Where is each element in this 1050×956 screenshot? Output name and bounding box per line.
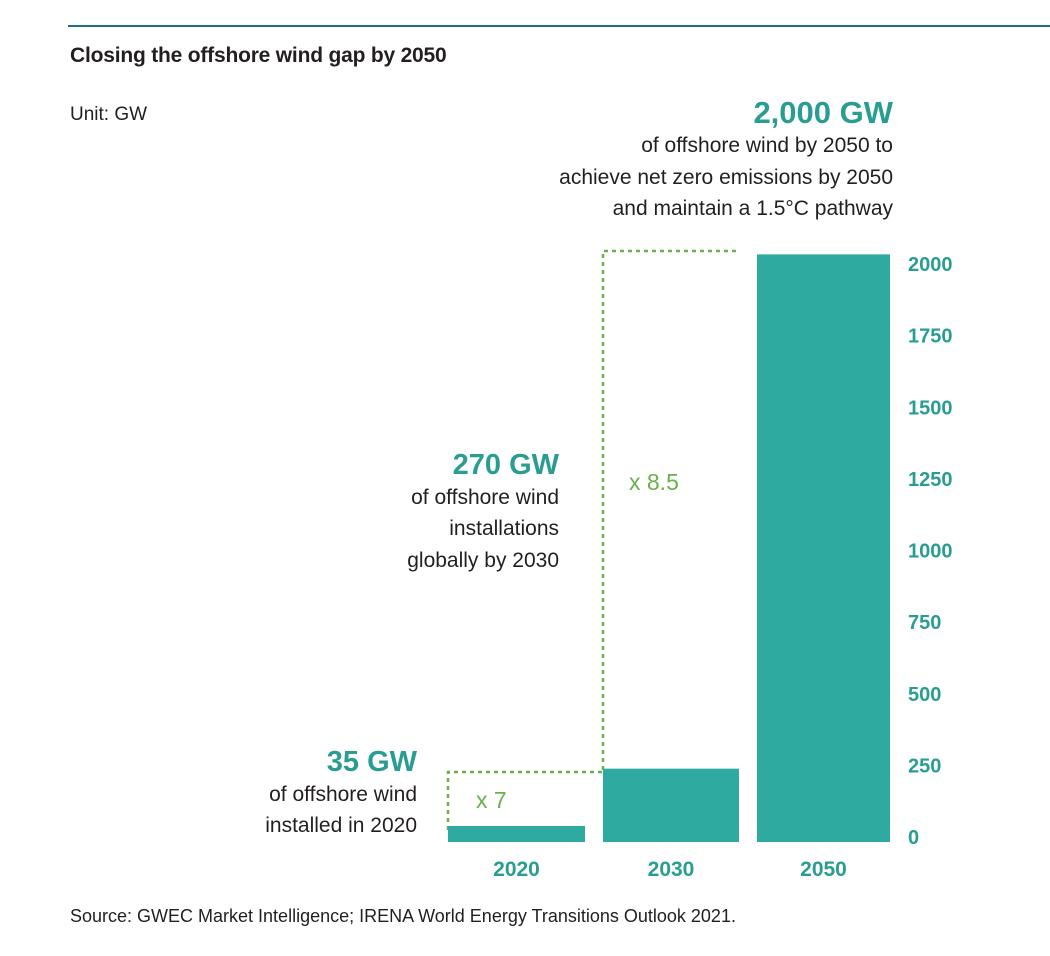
y-tick-label: 1500 xyxy=(908,397,953,419)
source-note: Source: GWEC Market Intelligence; IRENA … xyxy=(70,906,736,926)
annotation-2020-value: 35 GW xyxy=(326,746,417,778)
annotation-2030-value: 270 GW xyxy=(452,449,559,481)
connector-2030-2050 xyxy=(601,249,740,770)
y-tick-label: 750 xyxy=(908,612,941,634)
annotation-2030-line: installations xyxy=(449,517,559,541)
bar-2020 xyxy=(448,825,585,842)
multiplier-label: x 7 xyxy=(476,787,507,813)
bar-2050 xyxy=(757,254,890,842)
bar-2030 xyxy=(603,768,739,842)
y-tick-label: 1000 xyxy=(908,541,953,563)
annotation-2050: 2,000 GW of offshore wind by 2050 to ach… xyxy=(433,95,893,225)
unit-label: Unit: GW xyxy=(70,104,148,125)
y-tick-label: 2000 xyxy=(908,254,953,276)
x-category-label: 2050 xyxy=(800,858,847,881)
annotation-2020-line: installed in 2020 xyxy=(265,814,417,838)
y-tick-label: 500 xyxy=(908,684,941,706)
y-tick-label: 250 xyxy=(908,755,941,777)
annotation-2050-line: achieve net zero emissions by 2050 xyxy=(559,165,893,189)
annotation-2030-line: of offshore wind xyxy=(411,485,559,509)
y-tick-label: 1250 xyxy=(908,469,953,491)
annotation-2050-value: 2,000 GW xyxy=(753,95,893,130)
annotation-2020-line: of offshore wind xyxy=(269,782,417,806)
x-category-label: 2030 xyxy=(648,858,695,881)
y-tick-label: 1750 xyxy=(908,326,953,348)
connector-2020-2030 xyxy=(446,770,603,830)
annotation-2020: 35 GW of offshore wind installed in 2020 xyxy=(117,746,417,842)
x-category-label: 2020 xyxy=(493,858,540,881)
chart-title: Closing the offshore wind gap by 2050 xyxy=(70,44,447,67)
annotation-2030-line: globally by 2030 xyxy=(407,548,559,572)
multiplier-label: x 8.5 xyxy=(629,469,679,495)
annotation-2030: 270 GW of offshore wind installations gl… xyxy=(259,449,559,576)
y-tick-label: 0 xyxy=(908,827,919,849)
top-rule xyxy=(68,25,1050,27)
annotation-2050-line: of offshore wind by 2050 to xyxy=(641,134,893,158)
annotation-2050-line: and maintain a 1.5°C pathway xyxy=(612,197,893,221)
